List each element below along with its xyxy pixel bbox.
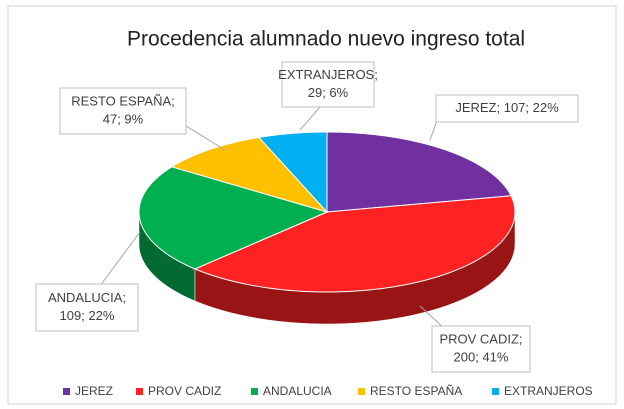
pie-slice	[326, 131, 512, 213]
leader-line	[185, 125, 226, 151]
pie-slice	[193, 195, 516, 293]
data-label-box	[281, 61, 375, 108]
legend-swatch	[251, 388, 258, 395]
data-label: 109; 22%	[60, 308, 115, 323]
legend-swatch	[136, 388, 143, 395]
legend-label: RESTO ESPAÑA	[370, 384, 462, 398]
data-label: JEREZ; 107; 22%	[455, 100, 559, 115]
data-label-box	[435, 94, 579, 123]
data-label: 200; 41%	[454, 349, 509, 364]
data-label: RESTO ESPAÑA;	[71, 93, 175, 108]
data-label: PROV CADIZ;	[439, 331, 522, 346]
legend-label: JEREZ	[75, 384, 113, 398]
legend-label: PROV CADIZ	[148, 384, 221, 398]
data-label-box	[35, 283, 139, 332]
data-label: EXTRANJEROS;	[278, 67, 378, 82]
pie-slice	[138, 166, 329, 270]
data-label: 47; 9%	[103, 111, 144, 126]
leader-line	[299, 106, 321, 131]
legend-swatch	[358, 388, 365, 395]
chart-title: Procedencia alumnado nuevo ingreso total	[127, 28, 525, 51]
data-label: ANDALUCIA;	[48, 290, 126, 305]
legend-label: EXTRANJEROS	[504, 384, 593, 398]
data-label: 29; 6%	[308, 85, 349, 100]
pie-slice	[170, 136, 329, 213]
legend-swatch	[492, 388, 499, 395]
legend-label: ANDALUCIA	[263, 384, 332, 398]
pie-slice	[257, 131, 328, 214]
data-label-box	[59, 87, 187, 135]
legend-swatch	[63, 388, 70, 395]
data-label-box	[431, 325, 531, 373]
leader-line	[99, 231, 141, 287]
